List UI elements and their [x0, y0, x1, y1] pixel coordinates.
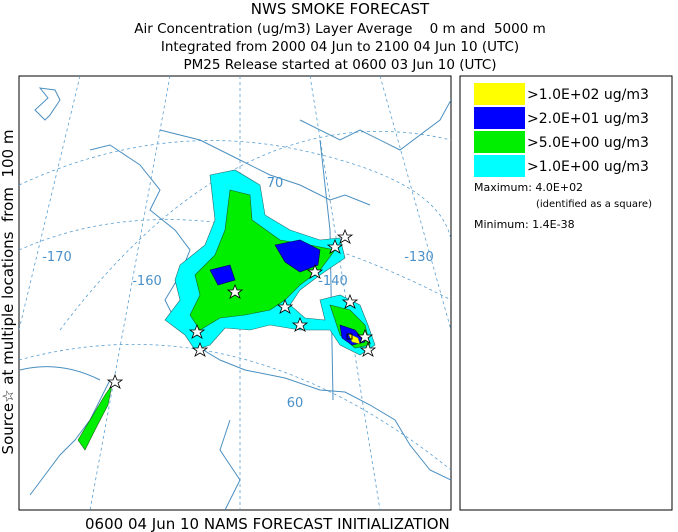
legend-label: >2.0E+01 ug/m3 — [527, 111, 649, 127]
legend-minimum: Minimum: 1.4E-38 — [474, 218, 575, 231]
side-label: Source☆ at multiple locations from 100 m — [0, 130, 17, 455]
border — [319, 139, 334, 401]
lat-label: 60 — [287, 396, 304, 411]
lon-label: -170 — [42, 250, 72, 265]
legend-panel: >1.0E+02 ug/m3 >2.0E+01 ug/m3 >5.0E+00 ug/… — [459, 75, 673, 511]
maximum-square — [346, 333, 353, 340]
subtitle: PM25 Release started at 0600 03 Jun 10 (… — [183, 57, 496, 73]
legend-label: >5.0E+00 ug/m3 — [527, 135, 649, 151]
lon-label: -160 — [132, 274, 162, 289]
graticule — [19, 140, 451, 241]
legend-maximum: Maximum: 4.0E+02 — [474, 181, 583, 194]
legend-swatch — [474, 107, 525, 129]
coastline — [219, 419, 241, 510]
graticule — [19, 76, 81, 331]
source-markers — [106, 228, 377, 389]
title: NWS SMOKE FORECAST — [251, 0, 430, 18]
graticule — [19, 343, 451, 471]
coastline — [299, 99, 451, 151]
graticule — [59, 130, 451, 331]
subtitle: Air Concentration (ug/m3) Layer Average … — [134, 21, 546, 37]
legend-items: >1.0E+02 ug/m3 >2.0E+01 ug/m3 >5.0E+00 ug/… — [474, 83, 649, 177]
legend-swatch — [474, 155, 525, 177]
legend-swatch — [474, 83, 525, 105]
legend-label: >1.0E+00 ug/m3 — [527, 159, 649, 175]
lat-label: 70 — [267, 176, 284, 191]
graticule — [89, 76, 171, 510]
coastline — [159, 129, 371, 206]
graticule — [379, 76, 451, 331]
legend-swatch — [474, 131, 525, 153]
coastline — [29, 379, 111, 496]
lon-label: -140 — [318, 274, 348, 289]
subtitle: Integrated from 2000 04 Jun to 2100 04 J… — [161, 39, 519, 55]
coastline — [19, 366, 101, 381]
legend-label: >1.0E+02 ug/m3 — [527, 87, 649, 103]
lon-label: -130 — [404, 250, 434, 265]
legend-note: (identified as a square) — [536, 199, 652, 210]
footer: 0600 04 Jun 10 NAMS FORECAST INITIALIZAT… — [85, 515, 450, 532]
graticule — [309, 76, 381, 510]
map-panel: 70 -170 -160 -140 -130 60 — [18, 75, 452, 511]
